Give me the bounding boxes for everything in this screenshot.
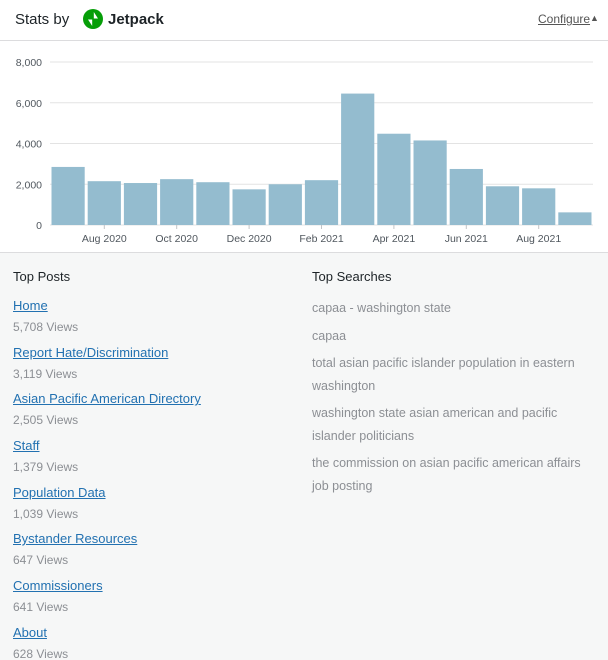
bar-oct-2020	[160, 179, 194, 225]
search-term: the commission on asian pacific american…	[312, 456, 581, 493]
bar-apr-2021	[377, 133, 411, 225]
top-searches-list: capaa - washington state capaa total asi…	[312, 297, 597, 502]
top-post-link[interactable]: Home	[13, 298, 48, 313]
top-posts-list: Home 5,708 Views Report Hate/Discriminat…	[13, 297, 293, 660]
y-tick-label: 8,000	[16, 57, 42, 69]
x-tick-label: Apr 2021	[373, 233, 416, 245]
top-post-link[interactable]: Report Hate/Discrimination	[13, 344, 169, 360]
widget-title-prefix: Stats by	[15, 11, 70, 28]
top-post-item: About 628 Views	[13, 624, 293, 660]
jetpack-logo-icon	[83, 9, 103, 29]
top-post-link[interactable]: Staff	[13, 438, 40, 454]
bar-aug-2021	[522, 188, 556, 225]
top-post-item: Staff 1,379 Views	[13, 437, 293, 484]
top-post-views: 647 Views	[13, 553, 69, 568]
bar-jul-2020	[51, 166, 85, 225]
top-post-views: 641 Views	[13, 600, 69, 615]
search-term: capaa - washington state	[312, 301, 451, 315]
top-posts-heading: Top Posts	[13, 269, 71, 284]
top-post-link[interactable]: About	[13, 624, 47, 640]
top-post-views: 1,379 Views	[13, 460, 79, 475]
bar-jul-2021	[485, 186, 520, 225]
search-term: capaa	[312, 328, 347, 343]
stats-lists: Top Posts Home 5,708 Views Report Hate/D…	[0, 252, 608, 660]
search-term: total asian pacific islander population …	[312, 356, 575, 393]
stats-widget-header: Stats by Jetpack Configure ▲	[0, 0, 608, 41]
top-post-link[interactable]: Asian Pacific American Directory	[13, 391, 201, 407]
collapse-toggle-icon[interactable]: ▲	[590, 13, 599, 23]
y-tick-label: 6,000	[16, 98, 42, 110]
x-tick-label: Oct 2020	[155, 233, 198, 245]
x-tick-label: Aug 2020	[82, 233, 127, 245]
bar-jun-2021	[449, 168, 483, 225]
x-tick-label: Aug 2021	[516, 233, 561, 245]
bar-nov-2020	[196, 182, 230, 225]
top-post-views: 3,119 Views	[13, 366, 78, 381]
x-tick-label: Feb 2021	[299, 233, 344, 245]
top-post-item: Report Hate/Discrimination 3,119 Views	[13, 344, 293, 391]
top-post-views: 1,039 Views	[13, 506, 79, 521]
y-tick-label: 2,000	[16, 179, 42, 191]
top-post-link[interactable]: Commissioners	[13, 578, 103, 594]
top-post-views: 628 Views	[13, 646, 69, 660]
top-post-views: 2,505 Views	[13, 413, 79, 428]
bar-may-2021	[413, 140, 447, 225]
y-tick-label: 4,000	[16, 139, 42, 151]
top-post-link[interactable]: Bystander Resources	[13, 531, 138, 547]
top-post-item: Home 5,708 Views	[13, 297, 293, 344]
bar-jan-2021	[268, 184, 302, 225]
configure-link[interactable]: Configure	[538, 12, 591, 26]
views-chart-area: 0 2,000 4,000 6,000 8,000 Aug 2020 Oct 2020 Dec…	[0, 42, 608, 252]
bar-sep-2020	[123, 183, 158, 225]
top-post-link[interactable]: Population Data	[13, 484, 106, 500]
top-post-item: Population Data 1,039 Views	[13, 484, 293, 531]
bar-sep-2021	[558, 212, 592, 225]
top-post-item: Commissioners 641 Views	[13, 577, 293, 624]
top-post-views: 5,708 Views	[13, 320, 79, 334]
y-tick-label: 0	[36, 220, 42, 232]
top-post-item: Asian Pacific American Directory 2,505 V…	[13, 390, 293, 437]
bar-dec-2020	[232, 189, 266, 225]
views-bar-chart: 0 2,000 4,000 6,000 8,000 Aug 2020 Oct 2020 Dec…	[16, 57, 593, 245]
top-post-item: Bystander Resources 647 Views	[13, 530, 293, 577]
x-tick-label: Jun 2021	[445, 233, 488, 245]
top-searches-heading: Top Searches	[312, 269, 392, 284]
search-term: washington state asian american and paci…	[312, 406, 558, 443]
x-tick-label: Dec 2020	[227, 233, 272, 245]
jetpack-wordmark: Jetpack	[108, 11, 164, 28]
bar-mar-2021	[341, 93, 375, 225]
bar-aug-2020	[87, 181, 121, 225]
bar-feb-2021	[304, 180, 339, 225]
